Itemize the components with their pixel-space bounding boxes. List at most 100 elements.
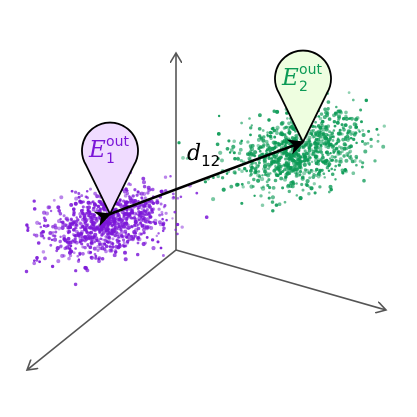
cloud-point xyxy=(307,155,311,159)
cloud-point xyxy=(295,136,299,140)
cloud-point xyxy=(80,242,84,246)
cloud-point xyxy=(314,170,317,173)
cloud-point xyxy=(362,178,366,183)
cloud-point xyxy=(66,240,70,244)
cloud-point xyxy=(97,259,101,264)
cloud-point xyxy=(326,106,330,111)
cloud-point xyxy=(314,120,317,124)
cluster-1-label: E out 1 xyxy=(88,133,133,167)
cloud-point xyxy=(307,135,312,140)
cloud-point xyxy=(316,175,321,179)
cloud-point xyxy=(113,217,118,221)
cloud-point xyxy=(157,207,161,211)
cloud-point xyxy=(265,171,270,176)
cloud-point xyxy=(326,133,330,137)
cloud-point xyxy=(338,157,343,162)
cloud-point xyxy=(252,177,256,182)
cloud-point xyxy=(259,194,263,198)
distance-label: d12 xyxy=(187,141,220,170)
cloud-point xyxy=(333,168,337,172)
cloud-point xyxy=(82,213,87,218)
cloud-point xyxy=(42,224,46,227)
cloud-point xyxy=(59,195,64,200)
cloud-point xyxy=(267,196,271,200)
cloud-point xyxy=(48,231,53,236)
cloud-point xyxy=(155,200,160,205)
cloud-point xyxy=(318,116,323,121)
cloud-point xyxy=(249,169,253,173)
cloud-point xyxy=(47,237,51,240)
cloud-point xyxy=(269,172,272,175)
cloud-point xyxy=(312,182,316,186)
cloud-point xyxy=(351,171,356,176)
cloud-point xyxy=(84,218,89,223)
cloud-point xyxy=(248,151,252,155)
cloud-point xyxy=(291,180,295,184)
cloud-point xyxy=(358,159,362,163)
cloud-point xyxy=(338,128,342,132)
cloud-point xyxy=(139,191,144,196)
cloud-point xyxy=(32,199,36,203)
cloud-point xyxy=(239,158,243,163)
cloud-point xyxy=(348,149,353,154)
cloud-point xyxy=(74,196,79,201)
cloud-point xyxy=(26,226,30,230)
cloud-point xyxy=(120,234,124,238)
cloud-point xyxy=(43,218,48,223)
cloud-point xyxy=(228,151,232,154)
cloud-point xyxy=(322,135,326,139)
cloud-point xyxy=(127,213,131,218)
cloud-point xyxy=(302,171,307,176)
cloud-point xyxy=(120,224,124,228)
cloud-point xyxy=(268,149,272,153)
cloud-point xyxy=(249,133,252,137)
cloud-point xyxy=(52,198,56,202)
cloud-point xyxy=(250,124,254,127)
cloud-point xyxy=(225,146,230,151)
cloud-point xyxy=(69,249,74,254)
cloud-point xyxy=(89,230,94,235)
cloud-point xyxy=(108,248,113,253)
cloud-point xyxy=(88,225,93,230)
cloud-point xyxy=(54,230,58,234)
cloud-point xyxy=(81,224,85,228)
cloud-point xyxy=(260,186,263,189)
cloud-point xyxy=(348,129,352,133)
cloud-point xyxy=(97,199,102,204)
cloud-point xyxy=(324,125,328,129)
cloud-point xyxy=(109,215,113,219)
cloud-point xyxy=(330,172,335,177)
cloud-point xyxy=(63,238,68,243)
cloud-point xyxy=(328,184,333,189)
cloud-point xyxy=(279,132,283,136)
cloud-point xyxy=(101,231,106,235)
cloud-point xyxy=(240,121,243,125)
cloud-point xyxy=(117,239,121,243)
cloud-point xyxy=(73,282,78,287)
cloud-point xyxy=(108,231,112,236)
cloud-point xyxy=(122,241,126,245)
cloud-point xyxy=(358,130,361,133)
cloud-point xyxy=(341,137,346,142)
cloud-point xyxy=(79,222,83,226)
cloud-point xyxy=(90,235,95,240)
cloud-point xyxy=(339,160,343,164)
cloud-point xyxy=(240,169,244,173)
cloud-point xyxy=(337,116,341,120)
cloud-point xyxy=(351,98,355,102)
cloud-point xyxy=(306,161,311,165)
cloud-point xyxy=(61,223,64,227)
cloud-point xyxy=(98,212,103,217)
cloud-point xyxy=(195,191,199,195)
cloud-point xyxy=(341,126,345,130)
cloud-point xyxy=(128,196,133,201)
cloud-point xyxy=(179,195,183,199)
cloud-point xyxy=(50,238,54,242)
cloud-point xyxy=(60,225,65,230)
cloud-point xyxy=(89,255,93,259)
cloud-point xyxy=(295,173,300,178)
cloud-point xyxy=(376,139,380,143)
cloud-point xyxy=(284,165,288,169)
cloud-point xyxy=(115,222,119,225)
cloud-point xyxy=(42,216,46,220)
